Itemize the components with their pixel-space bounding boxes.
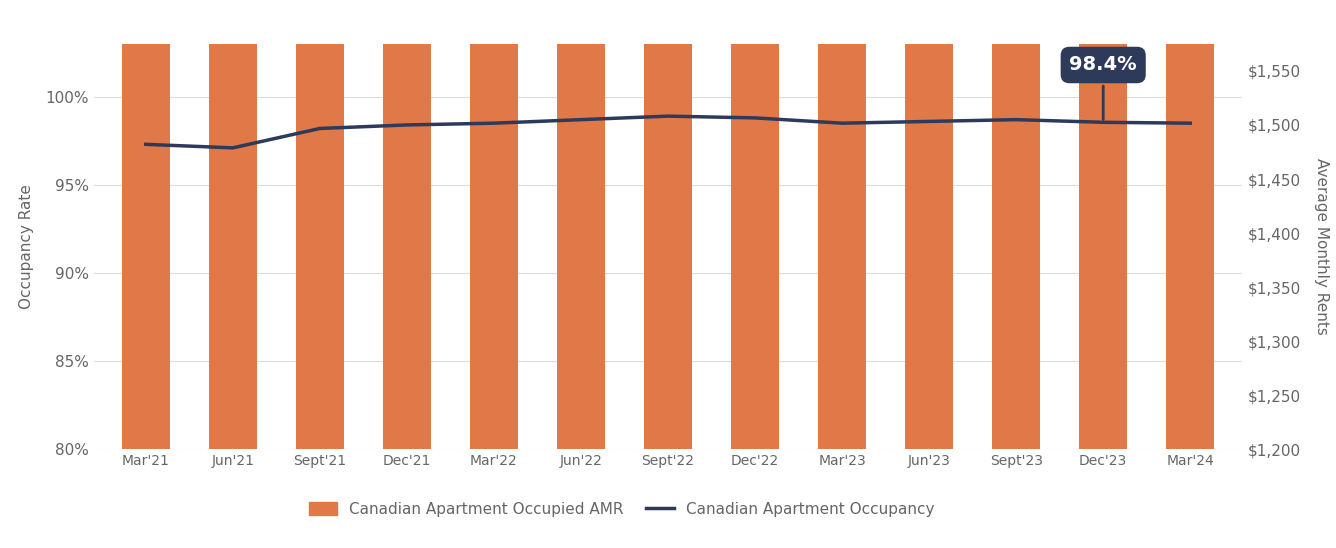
Bar: [1166, 0, 1214, 449]
Y-axis label: Average Monthly Rents: Average Monthly Rents: [1315, 158, 1329, 335]
Legend: Canadian Apartment Occupied AMR, Canadian Apartment Occupancy: Canadian Apartment Occupied AMR, Canadia…: [303, 495, 941, 523]
Bar: [383, 0, 430, 449]
Bar: [470, 0, 518, 449]
Bar: [818, 0, 866, 449]
Bar: [993, 0, 1041, 449]
Bar: [644, 0, 692, 449]
Bar: [208, 0, 257, 449]
Bar: [122, 0, 170, 449]
Bar: [295, 0, 343, 449]
Y-axis label: Occupancy Rate: Occupancy Rate: [19, 184, 33, 309]
Text: 98.4%: 98.4%: [1069, 55, 1137, 119]
Bar: [557, 0, 605, 449]
Bar: [906, 0, 953, 449]
Bar: [1079, 0, 1128, 449]
Bar: [731, 0, 779, 449]
